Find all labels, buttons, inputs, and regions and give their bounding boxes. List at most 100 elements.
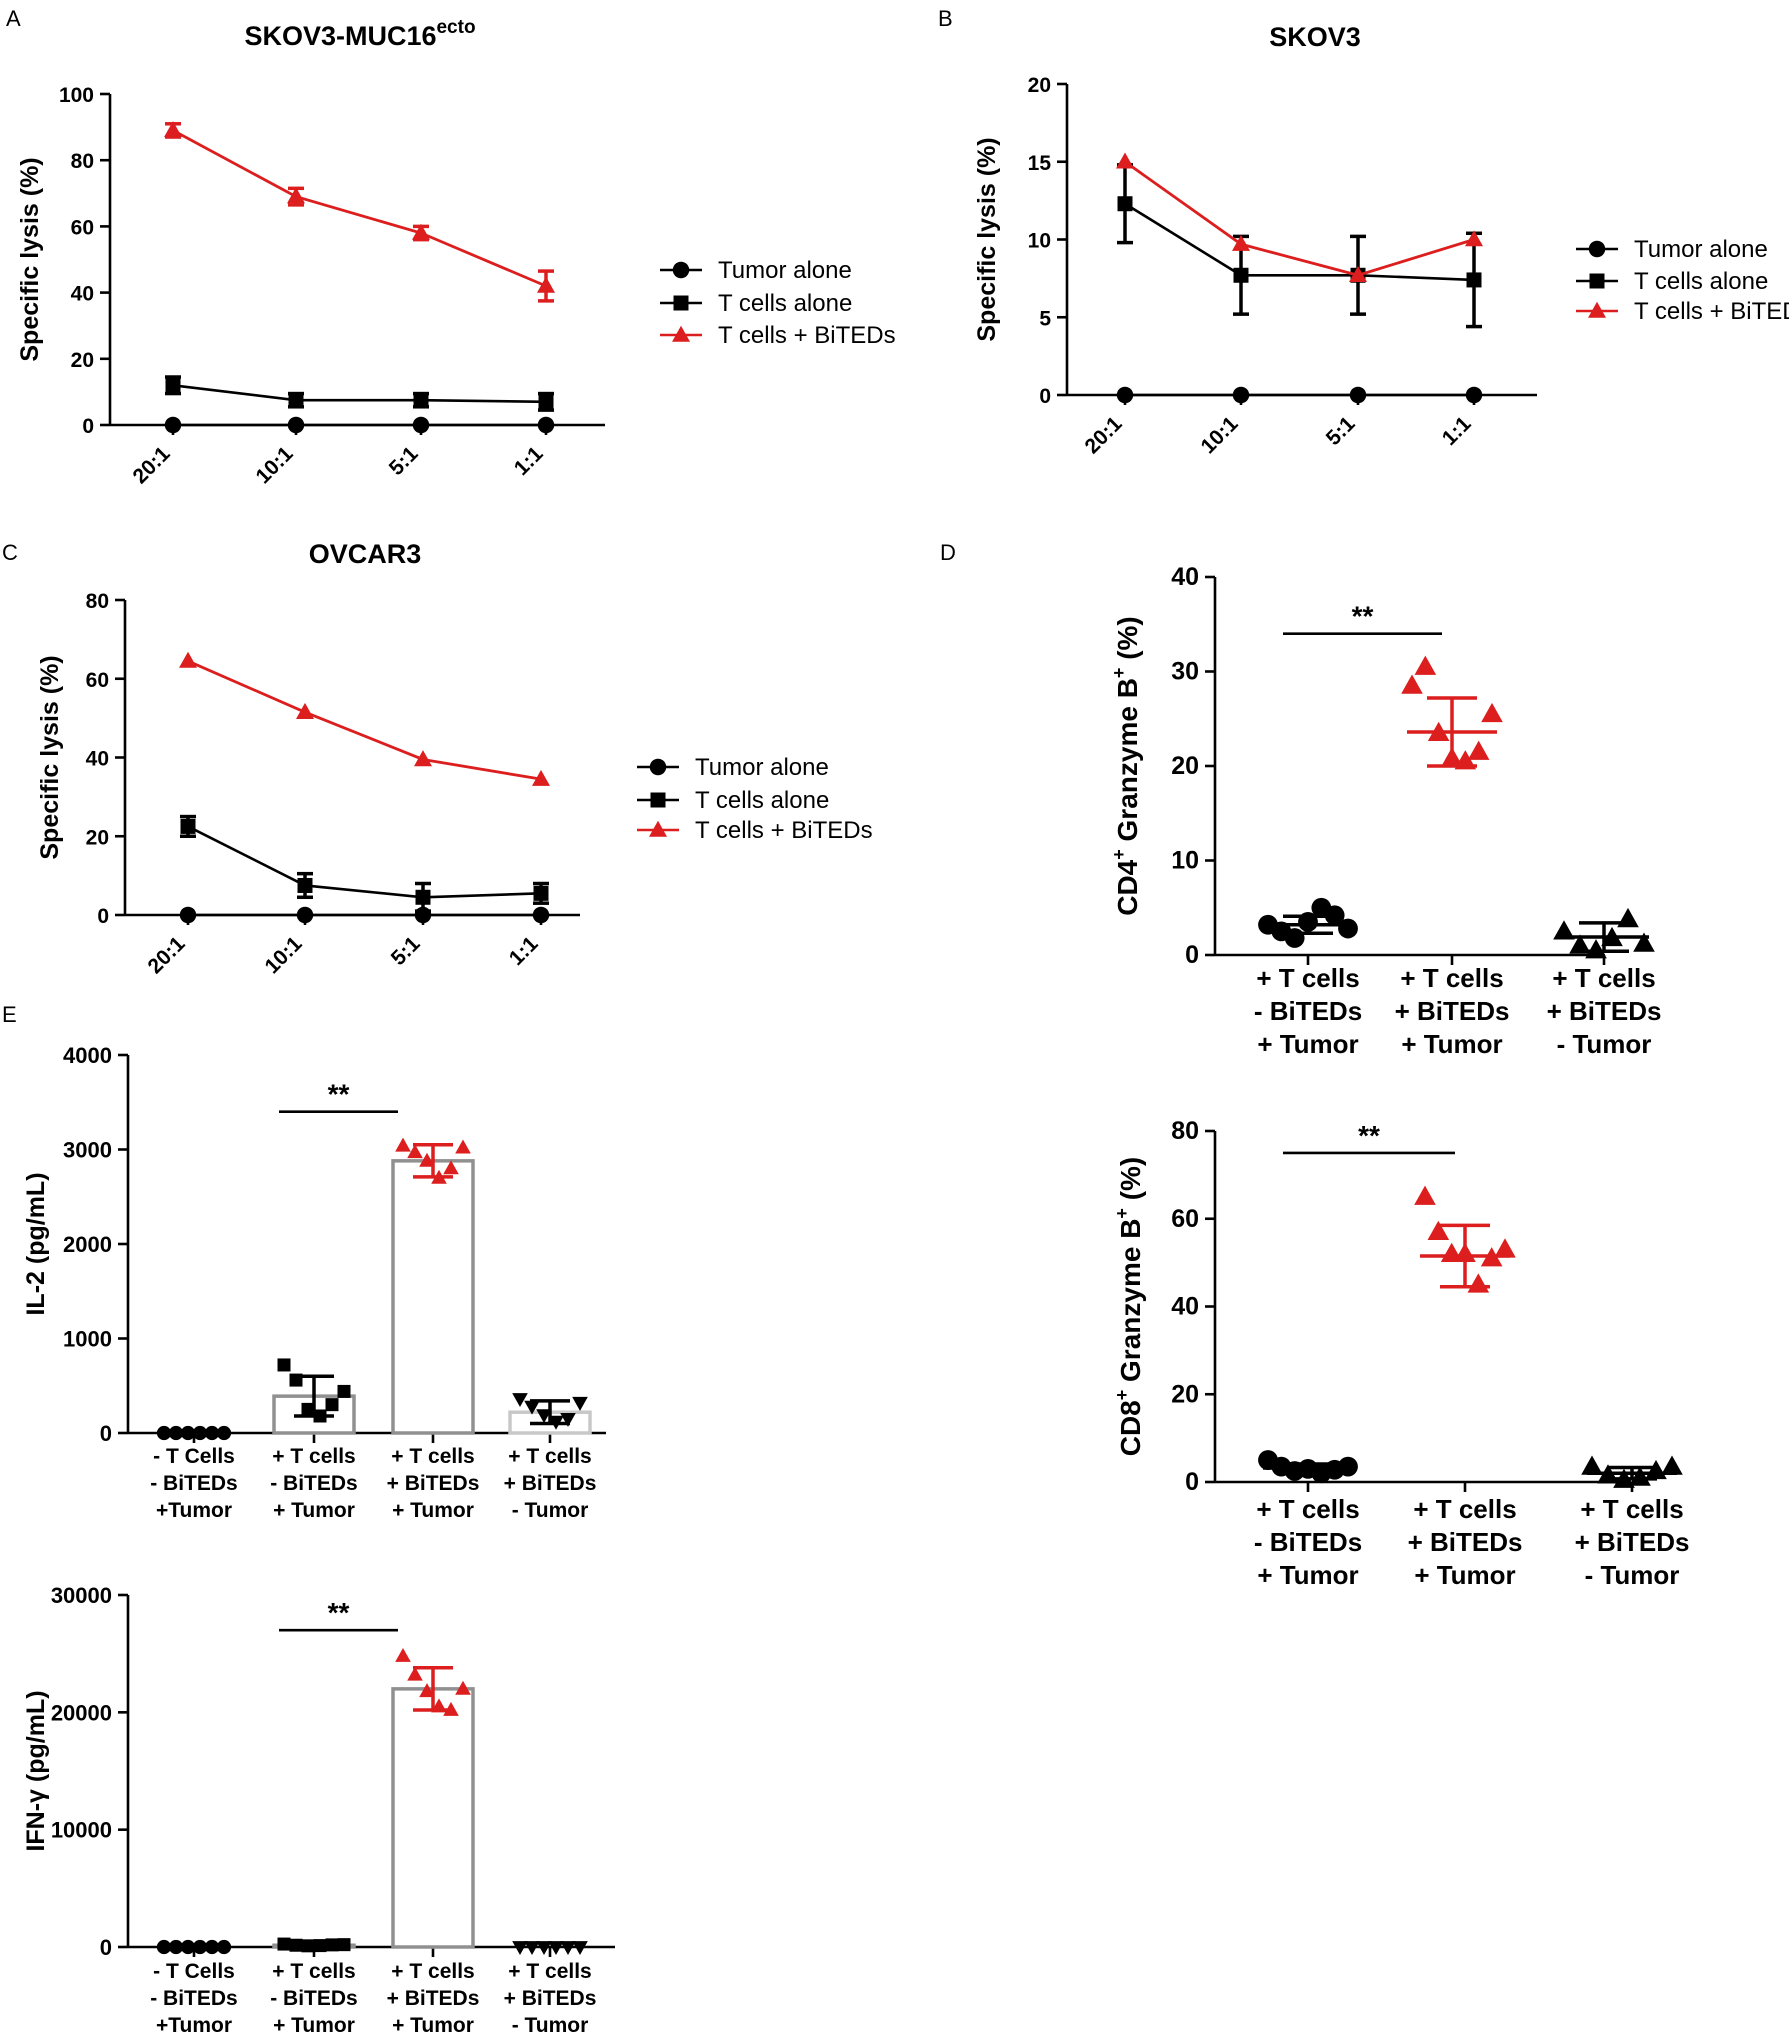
- data-point: [1414, 655, 1437, 675]
- data-point: [156, 1425, 172, 1441]
- group-2: [1553, 907, 1655, 959]
- y-tick-label: 30: [1171, 658, 1199, 686]
- y-tick-label: 20: [1171, 1380, 1199, 1408]
- data-point: [548, 1941, 564, 1956]
- data-point: [572, 1396, 588, 1411]
- data-point: [1116, 152, 1134, 169]
- x-category-label: - Tumor: [1557, 1029, 1652, 1059]
- y-tick-label: 10: [1171, 847, 1199, 875]
- y-tick-label: 20: [86, 826, 109, 849]
- series-line: [172, 383, 547, 404]
- series-circle: [164, 416, 555, 434]
- series-triangle: [1116, 152, 1483, 283]
- y-tick-label: 60: [71, 216, 94, 239]
- y-axis-title: Specific lysis (%): [973, 137, 1001, 341]
- chart-title: SKOV3: [1269, 22, 1361, 52]
- data-point: [296, 702, 314, 719]
- data-point: [1232, 386, 1250, 404]
- data-point: [537, 276, 555, 293]
- series-square: [165, 375, 554, 412]
- x-category-label: + BiTEDs: [387, 1987, 480, 2010]
- data-point: [287, 416, 305, 434]
- data-point: [1338, 918, 1358, 939]
- y-tick-label: 0: [100, 1421, 112, 1446]
- x-category-label: + Tumor: [1401, 1029, 1502, 1059]
- group-1: [1401, 655, 1503, 770]
- series-triangle: [179, 651, 550, 786]
- data-point: [180, 1939, 196, 1955]
- y-tick-label: 20: [1171, 752, 1199, 780]
- y-tick-label: 0: [97, 905, 109, 928]
- panel-b: B SKOV3 0 5 10 15 20 Specific lysis (%) 20:1 10:1…: [938, 6, 1789, 458]
- group-0: [156, 1425, 232, 1441]
- data-point: [180, 1425, 196, 1441]
- x-category-label: + T cells: [391, 1960, 474, 1983]
- group-2: [391, 1137, 475, 1435]
- data-point: [419, 1683, 435, 1698]
- data-point: [532, 769, 550, 786]
- y-tick-label: 0: [100, 1935, 112, 1960]
- x-tick-label: 20:1: [1081, 412, 1127, 458]
- legend-label: T cells alone: [718, 290, 852, 317]
- legend-label: T cells + BiTEDs: [718, 322, 896, 349]
- data-point: [1661, 1455, 1683, 1475]
- y-tick-label: 30000: [51, 1583, 112, 1608]
- data-point: [156, 1939, 172, 1955]
- x-category-label: - BiTEDs: [1254, 996, 1362, 1026]
- x-category-label: + Tumor: [1414, 1560, 1515, 1590]
- group-2: [391, 1647, 475, 1949]
- legend-label: Tumor alone: [718, 257, 852, 284]
- data-point: [407, 1144, 423, 1159]
- data-point: [216, 1425, 232, 1441]
- group-1: [1414, 1185, 1516, 1293]
- x-category-label: + T cells: [1413, 1494, 1516, 1524]
- x-category-label: + T cells: [272, 1445, 355, 1468]
- x-category-label: + T cells: [1552, 963, 1655, 993]
- y-tick-label: 10: [1028, 230, 1051, 253]
- y-axis-title-part: +: [1112, 1390, 1132, 1401]
- chart-title: OVCAR3: [309, 539, 422, 569]
- x-category-label: - BiTEDs: [150, 1472, 238, 1495]
- panel-letter: D: [940, 540, 956, 565]
- data-point: [168, 1425, 184, 1441]
- data-point: [1494, 1238, 1516, 1258]
- legend-marker: [649, 758, 667, 776]
- x-category-label: + Tumor: [1257, 1029, 1358, 1059]
- x-category-label: + Tumor: [392, 2014, 474, 2036]
- data-point: [536, 1941, 552, 1956]
- panel-e2: 0 10000 20000 30000 IFN-γ (pg/mL) - T Cells - …: [22, 1583, 615, 2036]
- data-point: [296, 906, 314, 924]
- y-axis-title-part: CD8: [1115, 1400, 1146, 1456]
- data-point: [301, 1402, 315, 1416]
- y-tick-label: 40: [71, 283, 94, 306]
- data-point: [277, 1937, 291, 1951]
- data-point: [412, 416, 430, 434]
- y-axis-title-part: +: [1109, 668, 1129, 679]
- data-point: [180, 818, 196, 834]
- legend-label: T cells alone: [695, 787, 829, 814]
- x-tick-label: 10:1: [252, 442, 298, 488]
- x-tick-label: 20:1: [144, 932, 190, 978]
- y-tick-label: 60: [86, 669, 109, 692]
- y-tick-label: 3000: [63, 1138, 112, 1163]
- series-line: [187, 659, 542, 781]
- y-axis-title: CD4+ Granzyme B+ (%): [1109, 616, 1143, 916]
- data-point: [164, 121, 182, 138]
- data-point: [179, 906, 197, 924]
- series-line: [1124, 202, 1475, 282]
- data-point: [1466, 272, 1482, 288]
- x-category-label: - BiTEDs: [150, 1987, 238, 2010]
- legend-label: Tumor alone: [1634, 236, 1768, 263]
- x-category-label: - BiTEDs: [270, 1472, 358, 1495]
- data-point: [297, 877, 313, 893]
- data-point: [168, 1939, 184, 1955]
- x-category-label: + BiTEDs: [1395, 996, 1510, 1026]
- x-category-label: + BiTEDs: [1575, 1527, 1690, 1557]
- group-0: [1258, 897, 1358, 948]
- y-axis-title-part: Granzyme B: [1112, 678, 1143, 849]
- x-category-label: - T Cells: [153, 1960, 235, 1983]
- data-point: [395, 1647, 411, 1662]
- panel-letter: E: [2, 1002, 17, 1027]
